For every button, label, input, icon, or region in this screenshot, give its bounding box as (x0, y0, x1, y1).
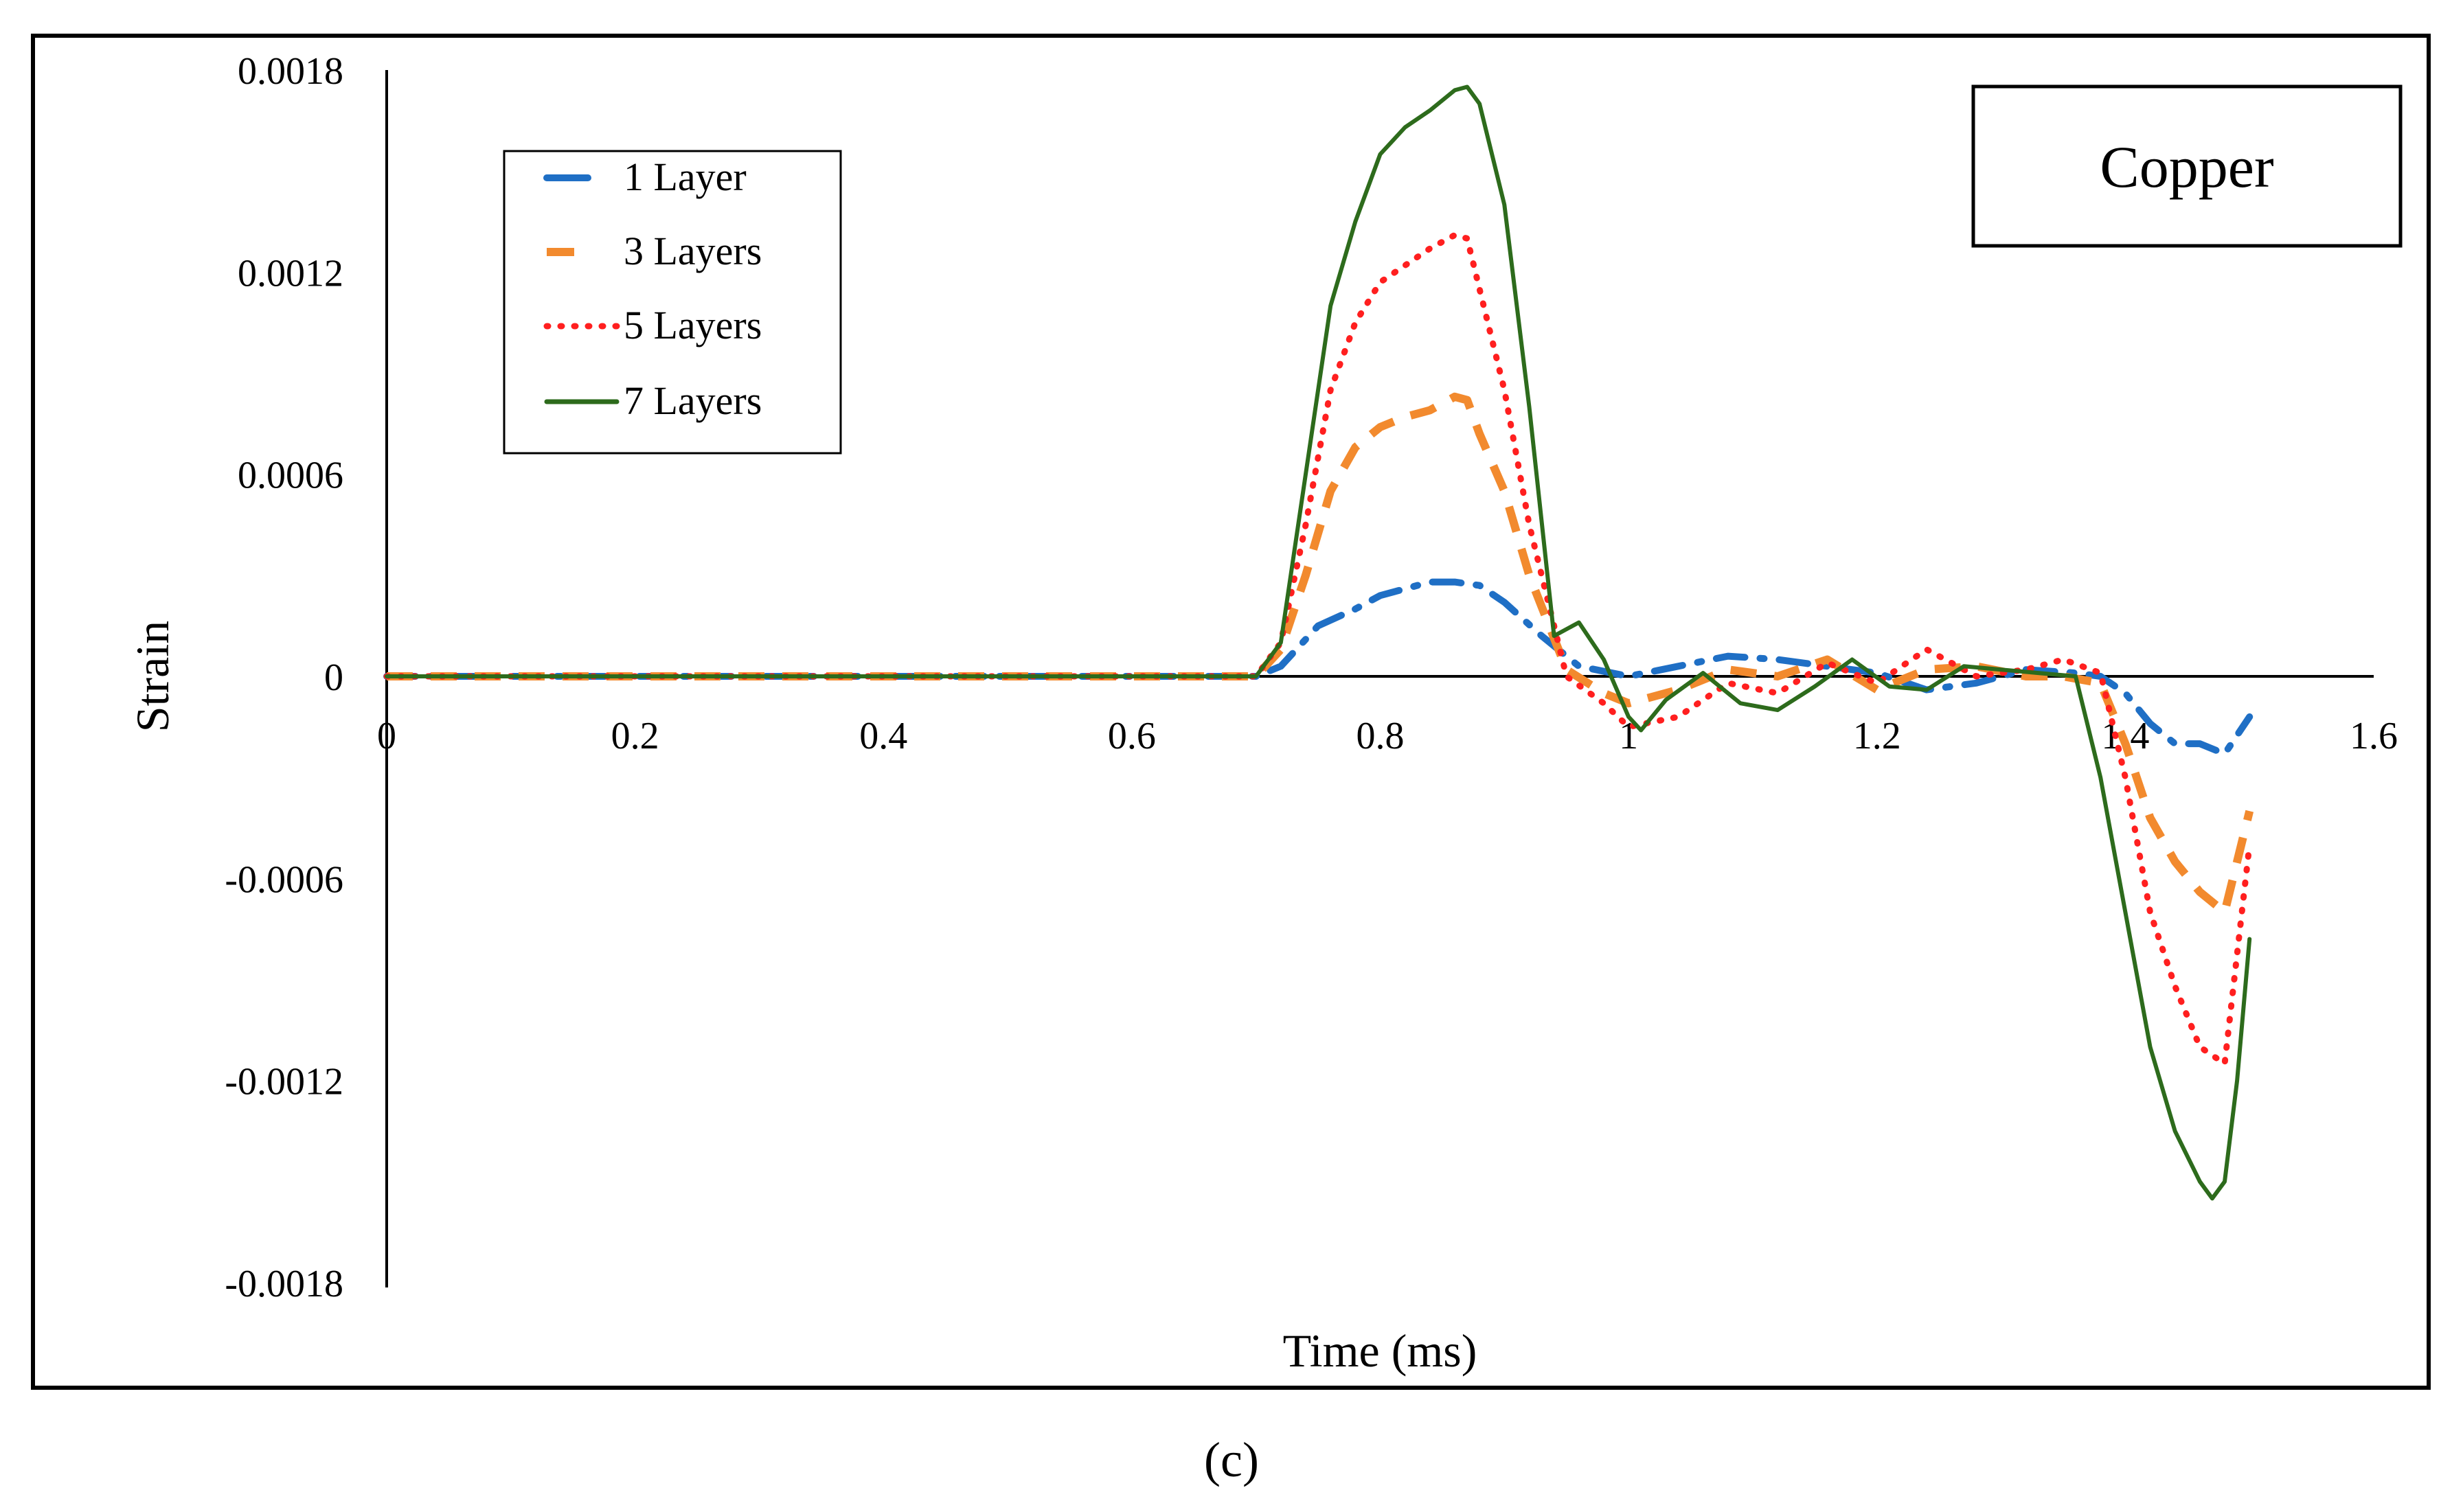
y-tick-label: 0.0006 (238, 455, 343, 497)
x-tick-label: 0.8 (1357, 715, 1405, 757)
x-tick-label: 0.6 (1108, 715, 1156, 757)
legend-label-1-layer: 1 Layer (624, 154, 747, 199)
series-line-1-layer (383, 578, 2254, 757)
x-tick-label: 0.2 (611, 715, 659, 757)
panel-label-box (1971, 84, 2403, 248)
x-axis-title: Time (ms) (1283, 1325, 1477, 1377)
series-layer (383, 84, 2254, 1201)
x-tick-label: 1.6 (2350, 715, 2398, 757)
x-tick-label: 0.4 (859, 715, 907, 757)
series-line-7-layers (385, 84, 2252, 1201)
figure-caption: (c) (1204, 1432, 1259, 1487)
legend: 1 Layer 3 Layers 5 Layers 7 Layers (503, 150, 842, 455)
y-tick-label: 0 (324, 656, 343, 699)
y-tick-label: -0.0018 (225, 1263, 343, 1305)
x-tick-label: 0 (377, 715, 396, 757)
chart-frame (31, 34, 2431, 1390)
legend-label-7-layers: 7 Layers (624, 378, 762, 423)
panel-label-text: Copper (2100, 134, 2273, 200)
panel-label: Copper (1971, 84, 2403, 248)
legend-label-3-layers: 3 Layers (624, 229, 762, 273)
y-tick-label: -0.0012 (225, 1061, 343, 1103)
y-axis-title: Strain (126, 621, 179, 732)
y-tick-label: 0.0018 (238, 50, 343, 93)
legend-label-5-layers: 5 Layers (624, 303, 762, 347)
y-tick-label: 0.0012 (238, 252, 343, 295)
y-tick-label: -0.0006 (225, 858, 343, 901)
x-tick-label: 1.2 (1853, 715, 1901, 757)
